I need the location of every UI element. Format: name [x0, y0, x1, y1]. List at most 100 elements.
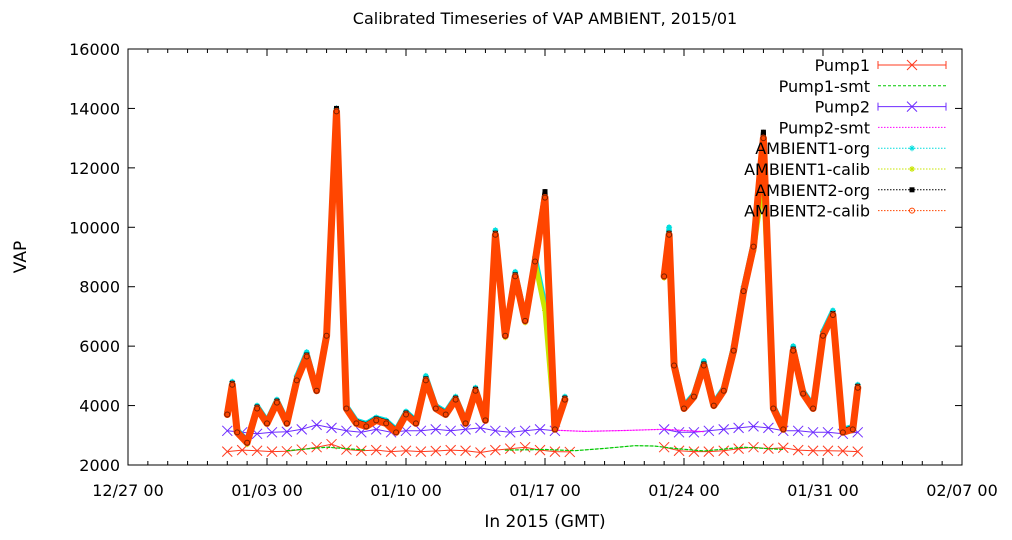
data-point-marker: [690, 393, 697, 400]
data-point-marker: [748, 421, 759, 432]
data-point-marker: [822, 426, 834, 438]
data-point-marker: [532, 258, 539, 265]
data-point-marker: [373, 417, 380, 424]
data-point-marker: [266, 446, 278, 457]
data-point-marker: [673, 445, 685, 457]
data-point-marker: [551, 426, 558, 433]
data-point-marker: [343, 405, 350, 412]
legend-item: Pump1-smt: [779, 77, 946, 96]
data-point-marker: [688, 446, 700, 457]
data-point-marker: [492, 231, 499, 238]
data-point-marker: [681, 405, 687, 412]
data-point-marker: [703, 446, 715, 457]
data-point-marker: [281, 426, 293, 438]
series-line: [226, 443, 859, 453]
data-point-marker: [442, 411, 449, 418]
data-point-marker: [720, 387, 727, 394]
data-point-marker: [700, 358, 707, 364]
data-point-marker: [542, 189, 548, 195]
x-tick-label: 02/07 00: [926, 481, 998, 500]
y-tick-label: 12000: [69, 159, 120, 178]
data-point-marker: [807, 426, 819, 438]
data-point-marker: [829, 307, 836, 314]
data-point-marker: [800, 390, 807, 397]
data-point-marker: [854, 384, 861, 391]
data-point-marker: [296, 423, 308, 435]
data-point-marker: [760, 135, 767, 142]
data-point-marker: [519, 441, 531, 453]
data-point-marker: [534, 423, 546, 435]
data-point-marker: [852, 446, 864, 457]
data-point-marker: [718, 423, 730, 435]
data-point-marker: [462, 420, 469, 427]
data-point-marker: [710, 402, 717, 409]
data-point-marker: [415, 446, 427, 457]
data-point-marker: [251, 445, 263, 457]
x-tick-label: 01/24 00: [648, 481, 720, 500]
data-point-marker: [355, 445, 367, 457]
chart-title: Calibrated Timeseries of VAP AMBIENT, 20…: [353, 9, 737, 28]
data-point-marker: [326, 422, 337, 434]
data-point-marker: [807, 445, 819, 457]
data-point-marker: [666, 231, 673, 238]
data-point-marker: [452, 396, 459, 403]
data-point-marker: [393, 429, 400, 436]
data-point-marker: [561, 396, 568, 403]
data-point-marker: [445, 444, 457, 456]
data-point-marker: [542, 194, 548, 201]
series-layer: [221, 105, 864, 458]
data-point-marker: [790, 347, 797, 354]
data-point-marker: [412, 420, 419, 427]
data-point-marker: [264, 420, 270, 427]
data-point-marker: [311, 419, 322, 431]
data-point-marker: [780, 426, 787, 433]
data-point-marker: [363, 423, 370, 430]
data-point-marker: [760, 129, 766, 135]
data-point-marker: [730, 347, 737, 354]
data-point-marker: [837, 445, 849, 457]
data-point-marker: [750, 243, 757, 250]
data-point-marker: [303, 349, 310, 356]
data-point-marker: [763, 422, 774, 434]
data-point-marker: [229, 381, 236, 388]
legend-item: AMBIENT2-calib: [744, 202, 946, 221]
data-point-marker: [341, 425, 352, 437]
data-point-marker: [666, 224, 673, 231]
series-ambient2-calib: [223, 107, 862, 447]
legend-item: AMBIENT1-org: [755, 139, 946, 158]
data-point-marker: [333, 108, 340, 115]
data-point-marker: [906, 101, 918, 112]
legend-label: Pump2: [815, 98, 870, 117]
data-point-marker: [236, 444, 248, 456]
data-point-marker: [839, 429, 846, 436]
data-point-marker: [475, 447, 486, 458]
data-point-marker: [244, 439, 251, 446]
legend-label: AMBIENT2-org: [755, 181, 870, 200]
data-point-marker: [460, 423, 471, 435]
data-point-marker: [353, 420, 360, 427]
data-point-marker: [688, 426, 700, 438]
data-point-marker: [490, 444, 501, 456]
data-point-marker: [700, 362, 707, 369]
data-point-marker: [829, 311, 836, 318]
legend-item: Pump1: [815, 56, 947, 75]
data-point-marker: [671, 362, 678, 369]
data-point-marker: [512, 268, 519, 275]
data-point-marker: [460, 445, 471, 457]
data-point-marker: [221, 446, 233, 457]
data-point-marker: [422, 372, 429, 379]
data-point-marker: [661, 273, 668, 280]
x-tick-label: 12/27 00: [92, 481, 164, 500]
data-point-marker: [770, 405, 777, 412]
data-point-marker: [909, 187, 915, 193]
y-tick-label: 10000: [69, 218, 120, 237]
data-point-marker: [820, 332, 826, 339]
data-point-marker: [522, 317, 529, 324]
y-tick-label: 14000: [69, 99, 120, 118]
data-point-marker: [221, 425, 233, 437]
data-point-marker: [283, 420, 290, 427]
data-point-marker: [909, 207, 915, 214]
legend-label: Pump1: [815, 56, 870, 75]
x-tick-label: 01/17 00: [509, 481, 581, 500]
